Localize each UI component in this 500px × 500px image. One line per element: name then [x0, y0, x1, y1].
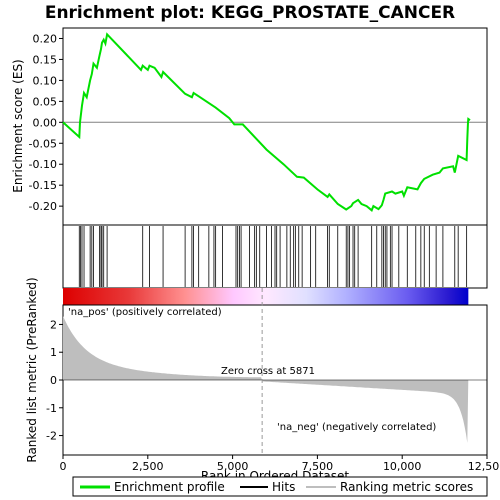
es-y-tick-label: 0.00 — [33, 116, 58, 129]
legend-hits-label: Hits — [272, 480, 295, 494]
label-positive: 'na_pos' (positively correlated) — [68, 307, 222, 318]
es-y-tick-label: 0.05 — [33, 95, 58, 108]
y-axis-label-es: Enrichment score (ES) — [11, 59, 25, 192]
enrichment-profile-line — [62, 32, 471, 212]
es-y-ticks: 0.20 0.15 0.10 0.05 0.00 -0.05 -0.10 -0.15 -0.20 — [29, 32, 63, 213]
metric-y-tick-label: -2 — [46, 430, 57, 443]
x-tick-label: 10,000 — [383, 460, 422, 473]
es-y-tick-label: 0.20 — [33, 32, 58, 45]
legend-box — [72, 476, 488, 497]
metric-y-tick-label: 0 — [50, 374, 57, 387]
rank-color-bar — [63, 288, 469, 305]
x-tick-label: 0 — [60, 460, 67, 473]
label-negative: 'na_neg' (negatively correlated) — [277, 422, 436, 433]
x-tick-label: 5,000 — [217, 460, 249, 473]
legend-profile-label: Enrichment profile — [114, 480, 225, 494]
metric-y-tick-label: 2 — [50, 318, 57, 331]
zero-cross-label: Zero cross at 5871 — [221, 366, 315, 377]
metric-y-ticks: 2 1 0 -1 -2 — [46, 318, 63, 443]
es-y-tick-label: 0.10 — [33, 74, 58, 87]
metric-y-tick-label: 1 — [50, 346, 57, 359]
es-panel-frame — [62, 27, 488, 226]
ranking-metric-area — [63, 316, 469, 443]
x-tick-label: 7,500 — [302, 460, 334, 473]
legend-metric-label: Ranking metric scores — [340, 480, 473, 494]
x-axis-ticks: 0 2,500 5,000 7,500 10,000 12,500 — [60, 455, 500, 473]
es-y-tick-label: -0.15 — [29, 179, 57, 192]
x-tick-label: 12,500 — [468, 460, 500, 473]
es-y-tick-label: -0.05 — [29, 137, 57, 150]
metric-y-tick-label: -1 — [46, 402, 57, 415]
chart-title: Enrichment plot: KEGG_PROSTATE_CANCER — [45, 3, 455, 23]
es-y-tick-label: -0.10 — [29, 158, 57, 171]
x-tick-label: 2,500 — [132, 460, 164, 473]
es-y-tick-label: -0.20 — [29, 200, 57, 213]
es-y-tick-label: 0.15 — [33, 53, 58, 66]
y-axis-label-metric: Ranked list metric (PreRanked) — [25, 277, 39, 462]
hits-marks — [78, 226, 468, 287]
